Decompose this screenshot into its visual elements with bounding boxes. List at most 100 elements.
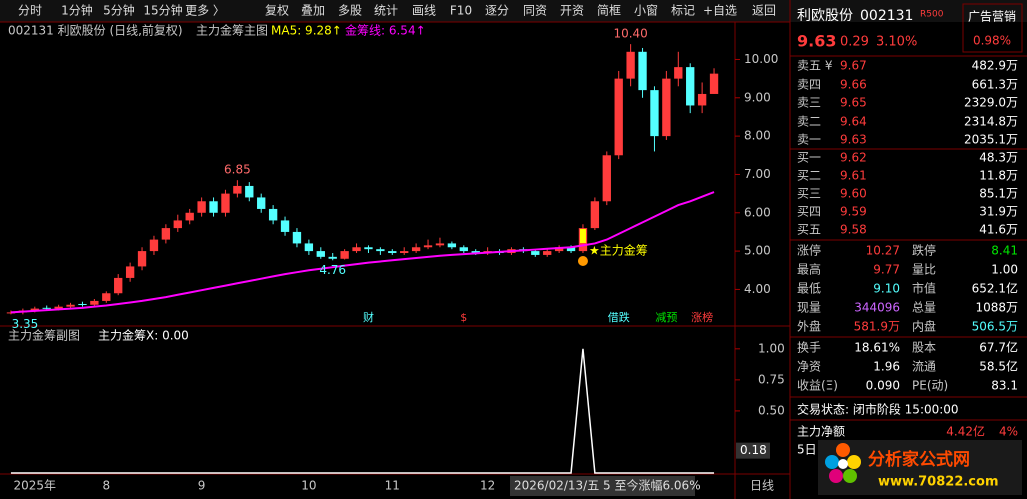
order-volume: 48.3万	[979, 151, 1018, 165]
order-label: 卖五 ¥	[797, 59, 833, 73]
toolbar-button[interactable]: 5分钟	[103, 3, 135, 18]
candle-body	[602, 155, 611, 202]
stat-label: 市值	[912, 281, 936, 296]
stat-label: 现量	[797, 301, 821, 315]
logo-flower	[825, 443, 861, 483]
candle-body	[90, 300, 99, 305]
logo-name: 分析家公式网	[868, 449, 970, 470]
toolbar-button[interactable]: 更多 〉	[185, 4, 225, 18]
price: 9.63	[797, 32, 836, 51]
toolbar-button[interactable]: 分时	[18, 4, 42, 18]
stat-label: 量比	[912, 263, 936, 277]
candle-body	[400, 251, 409, 254]
price-annotation: 6.85	[224, 163, 251, 177]
candle-body	[280, 220, 290, 232]
candle-body	[30, 308, 39, 311]
toolbar-bg	[0, 0, 1027, 22]
candle-body	[352, 247, 361, 252]
toolbar-button[interactable]: 1分钟	[61, 3, 93, 18]
toolbar-button[interactable]: 15分钟	[143, 3, 182, 18]
logo-url: www.70822.com	[878, 475, 999, 490]
stat-value: 9.10	[873, 282, 900, 296]
candle-body	[662, 78, 671, 137]
candle-body	[328, 256, 337, 259]
order-label: 卖一	[797, 133, 821, 147]
event-marker[interactable]: 减预	[655, 311, 677, 324]
event-marker[interactable]: 财	[363, 310, 374, 324]
toolbar-button[interactable]: F10	[450, 4, 472, 18]
ma5-legend: MA5: 9.28↑	[271, 24, 342, 38]
stat-value: 0.090	[866, 379, 900, 393]
order-label: 买五	[797, 223, 821, 237]
toolbar-button[interactable]: 同资	[523, 4, 547, 18]
candle-body	[626, 51, 635, 79]
toolbar-button[interactable]: 复权	[265, 4, 289, 18]
toolbar-button[interactable]: 叠加	[301, 4, 325, 18]
toolbar-button[interactable]: 多股	[338, 4, 362, 18]
toolbar-button[interactable]: 统计	[374, 4, 398, 18]
cursor-value: 0.18	[740, 443, 767, 457]
candle-body	[590, 201, 600, 229]
stat-label: 净资	[797, 360, 821, 374]
period: 日线	[750, 479, 774, 493]
sector-box[interactable]	[962, 3, 1023, 53]
sector-name[interactable]: 广告营销	[968, 10, 1016, 24]
order-volume: 2314.8万	[964, 115, 1018, 129]
stat-value: 10.27	[866, 244, 900, 258]
stat-label: 涨停	[797, 243, 821, 258]
candle-body	[114, 277, 123, 294]
stat-value: 1.00	[991, 263, 1018, 277]
x-tick-label: 12	[480, 479, 495, 493]
order-volume: 2035.1万	[964, 133, 1018, 147]
stat-value: 1.96	[873, 360, 900, 374]
stat-value: 581.9万	[854, 320, 900, 334]
candle-body	[245, 185, 254, 198]
order-price: 9.60	[840, 187, 867, 201]
candle-body	[66, 304, 75, 307]
toolbar-button[interactable]: 小窗	[634, 4, 658, 18]
order-label: 买一	[797, 151, 821, 165]
event-marker[interactable]: 借跌	[608, 310, 630, 324]
event-marker[interactable]: 涨榜	[691, 310, 713, 324]
toolbar-button[interactable]: 逐分	[485, 4, 509, 18]
line-legend: 金筹线: 6.54↑	[345, 23, 426, 38]
order-label: 卖三	[797, 96, 821, 110]
candle-body	[435, 243, 445, 246]
candle-body	[304, 243, 314, 252]
event-marker[interactable]: $	[460, 311, 467, 324]
sub-title: 主力金筹副图	[8, 328, 80, 343]
x-tick-label: 2025年	[14, 479, 57, 493]
toolbar-button[interactable]: 返回	[752, 4, 776, 18]
candle-body	[638, 51, 647, 91]
y-tick-label: 8.00	[744, 129, 771, 143]
stat-label: 总量	[912, 301, 936, 315]
candle-body	[316, 251, 325, 257]
order-volume: 661.3万	[972, 78, 1018, 92]
toolbar-button[interactable]: 画线	[412, 4, 436, 18]
price-annotation: 10.40	[613, 27, 647, 41]
sector-pct: 0.98%	[973, 34, 1011, 48]
order-price: 9.63	[840, 133, 867, 147]
toolbar-button[interactable]: 开资	[560, 4, 584, 18]
toolbar-button[interactable]: +自选	[703, 4, 737, 18]
candle-body	[388, 251, 397, 254]
toolbar-button[interactable]: 简框	[597, 4, 621, 18]
stat-label: 最低	[797, 282, 821, 296]
candle-body	[268, 208, 278, 221]
price-annotation: 3.35	[12, 317, 39, 331]
candle-body	[173, 220, 182, 229]
toolbar-button[interactable]: 标记	[671, 4, 695, 18]
order-price: 9.59	[840, 205, 867, 219]
candle-body	[292, 231, 302, 244]
candle-body	[471, 251, 480, 254]
indicator-name[interactable]: 主力金筹主图	[196, 23, 268, 38]
order-price: 9.67	[840, 59, 867, 73]
signal-label: ★主力金筹	[589, 243, 648, 258]
candle-body	[149, 239, 159, 252]
candle-body	[554, 247, 564, 252]
order-volume: 85.1万	[979, 187, 1018, 201]
candle-body	[447, 243, 457, 248]
flow-pct: 4%	[999, 425, 1018, 439]
candle-body	[233, 185, 242, 194]
